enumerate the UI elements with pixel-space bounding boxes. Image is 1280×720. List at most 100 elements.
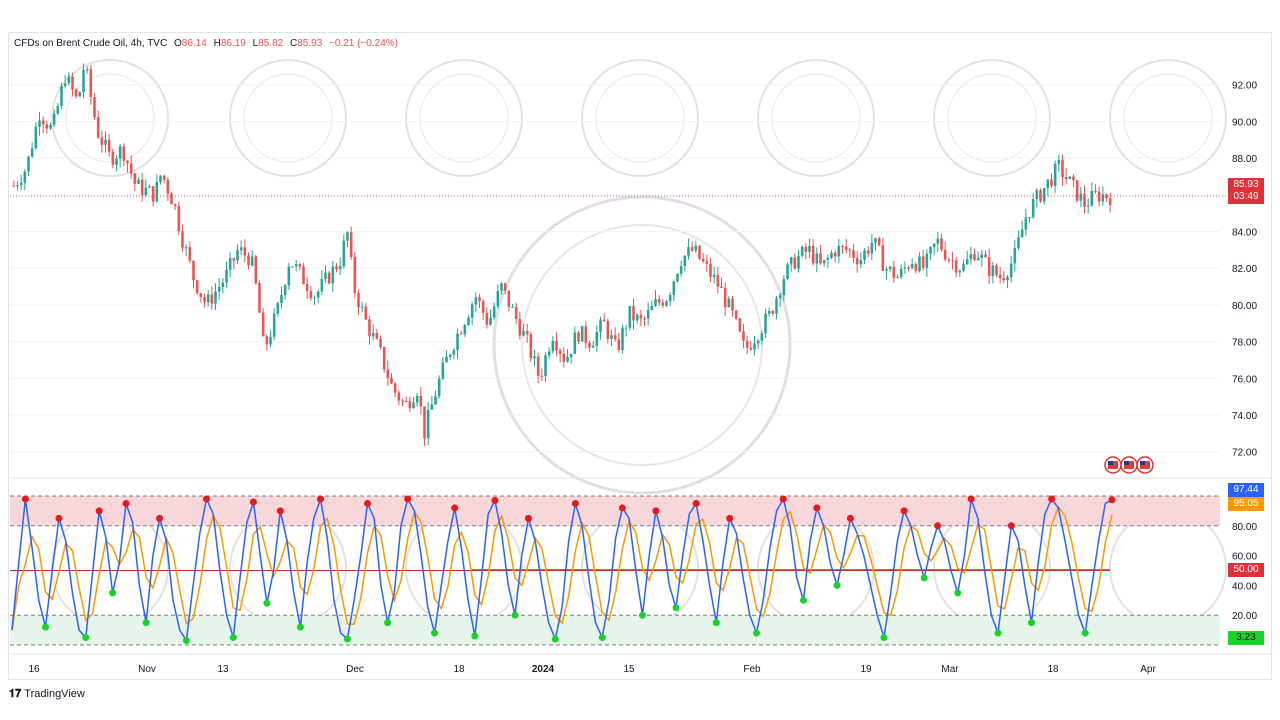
candle-body[interactable] bbox=[1108, 198, 1112, 206]
candle-body[interactable] bbox=[144, 187, 148, 196]
candle-body[interactable] bbox=[800, 246, 804, 256]
candle-body[interactable] bbox=[797, 255, 800, 269]
candle-body[interactable] bbox=[276, 303, 280, 314]
candle-body[interactable] bbox=[621, 328, 624, 351]
candle-body[interactable] bbox=[962, 264, 965, 271]
candle-body[interactable] bbox=[159, 175, 162, 183]
candle-body[interactable] bbox=[30, 148, 34, 157]
candle-body[interactable] bbox=[327, 272, 331, 284]
candle-body[interactable] bbox=[71, 76, 74, 90]
candle-body[interactable] bbox=[78, 92, 82, 97]
candle-body[interactable] bbox=[698, 245, 701, 259]
candle-body[interactable] bbox=[1090, 191, 1094, 206]
candle-body[interactable] bbox=[738, 318, 742, 332]
candle-body[interactable] bbox=[687, 247, 690, 256]
candle-body[interactable] bbox=[320, 279, 324, 292]
candle-body[interactable] bbox=[1083, 193, 1086, 207]
candle-body[interactable] bbox=[386, 369, 390, 379]
candle-body[interactable] bbox=[470, 304, 474, 318]
candle-body[interactable] bbox=[544, 355, 547, 377]
candle-body[interactable] bbox=[426, 409, 430, 439]
candle-body[interactable] bbox=[1064, 176, 1068, 180]
candle-body[interactable] bbox=[500, 283, 503, 291]
candle-body[interactable] bbox=[896, 276, 899, 278]
candle-body[interactable] bbox=[217, 287, 221, 292]
candle-body[interactable] bbox=[914, 264, 918, 271]
candle-body[interactable] bbox=[456, 333, 459, 351]
candle-body[interactable] bbox=[496, 290, 500, 307]
candle-body[interactable] bbox=[925, 253, 929, 268]
candle-body[interactable] bbox=[272, 313, 276, 337]
candle-body[interactable] bbox=[481, 301, 485, 313]
candle-body[interactable] bbox=[606, 321, 610, 339]
candle-body[interactable] bbox=[569, 353, 573, 357]
candle-body[interactable] bbox=[419, 395, 423, 407]
candle-body[interactable] bbox=[742, 331, 745, 341]
candle-body[interactable] bbox=[430, 404, 434, 410]
candle-body[interactable] bbox=[775, 298, 778, 314]
candle-body[interactable] bbox=[316, 291, 320, 298]
candle-body[interactable] bbox=[181, 231, 184, 248]
candle-body[interactable] bbox=[492, 306, 496, 318]
candle-body[interactable] bbox=[613, 335, 617, 340]
candle-body[interactable] bbox=[1002, 277, 1006, 281]
candle-body[interactable] bbox=[12, 185, 16, 187]
candle-body[interactable] bbox=[1009, 263, 1013, 278]
candle-body[interactable] bbox=[232, 258, 236, 261]
candle-body[interactable] bbox=[573, 332, 577, 354]
candle-body[interactable] bbox=[793, 257, 797, 269]
candle-body[interactable] bbox=[580, 326, 584, 342]
candle-body[interactable] bbox=[1006, 277, 1009, 281]
candle-body[interactable] bbox=[503, 283, 507, 291]
candle-body[interactable] bbox=[866, 250, 870, 254]
candle-body[interactable] bbox=[1028, 217, 1031, 219]
candle-body[interactable] bbox=[393, 383, 397, 393]
candle-body[interactable] bbox=[694, 245, 698, 251]
time-axis[interactable]: 16 Nov 13 Dec 18 2024 15 Feb 19 Mar 18 Apr bbox=[10, 653, 1272, 675]
candle-body[interactable] bbox=[712, 274, 716, 277]
candle-body[interactable] bbox=[984, 254, 987, 258]
candle-body[interactable] bbox=[401, 400, 404, 402]
candle-body[interactable] bbox=[247, 255, 250, 266]
candle-body[interactable] bbox=[936, 238, 940, 244]
candle-body[interactable] bbox=[434, 396, 437, 405]
candle-body[interactable] bbox=[951, 260, 954, 262]
candle-body[interactable] bbox=[844, 246, 848, 250]
candle-body[interactable] bbox=[254, 256, 258, 284]
candle-body[interactable] bbox=[907, 267, 910, 269]
candle-body[interactable] bbox=[250, 256, 254, 266]
candle-body[interactable] bbox=[859, 259, 863, 265]
candle-body[interactable] bbox=[1017, 237, 1020, 249]
candle-body[interactable] bbox=[943, 249, 947, 260]
candle-body[interactable] bbox=[1050, 179, 1053, 187]
tradingview-logo[interactable]: 𝟏𝟕 TradingView bbox=[9, 688, 85, 701]
candle-body[interactable] bbox=[63, 83, 67, 87]
candle-body[interactable] bbox=[1105, 194, 1108, 199]
candle-body[interactable] bbox=[921, 256, 925, 268]
candle-body[interactable] bbox=[1079, 193, 1083, 201]
candle-body[interactable] bbox=[173, 204, 177, 207]
candle-body[interactable] bbox=[379, 338, 382, 348]
candle-body[interactable] bbox=[170, 193, 173, 205]
candle-body[interactable] bbox=[980, 254, 984, 259]
candle-body[interactable] bbox=[679, 266, 683, 274]
candle-body[interactable] bbox=[518, 318, 522, 336]
candle-body[interactable] bbox=[467, 317, 470, 326]
us-flag-icon[interactable] bbox=[1120, 456, 1138, 474]
candle-body[interactable] bbox=[760, 333, 764, 341]
candle-body[interactable] bbox=[203, 297, 206, 303]
candle-body[interactable] bbox=[661, 302, 665, 306]
candle-body[interactable] bbox=[115, 158, 118, 165]
candle-body[interactable] bbox=[243, 247, 247, 256]
candle-body[interactable] bbox=[360, 306, 364, 308]
candle-body[interactable] bbox=[536, 356, 540, 376]
candle-body[interactable] bbox=[463, 325, 467, 334]
candle-body[interactable] bbox=[676, 273, 679, 282]
candle-body[interactable] bbox=[885, 269, 888, 271]
candle-body[interactable] bbox=[965, 259, 969, 265]
candle-body[interactable] bbox=[221, 282, 225, 288]
candle-body[interactable] bbox=[819, 253, 822, 264]
candle-body[interactable] bbox=[643, 318, 646, 320]
candle-body[interactable] bbox=[918, 256, 921, 271]
oscillator-axis[interactable]: 20.00 40.00 60.00 80.00 bbox=[1232, 522, 1257, 622]
